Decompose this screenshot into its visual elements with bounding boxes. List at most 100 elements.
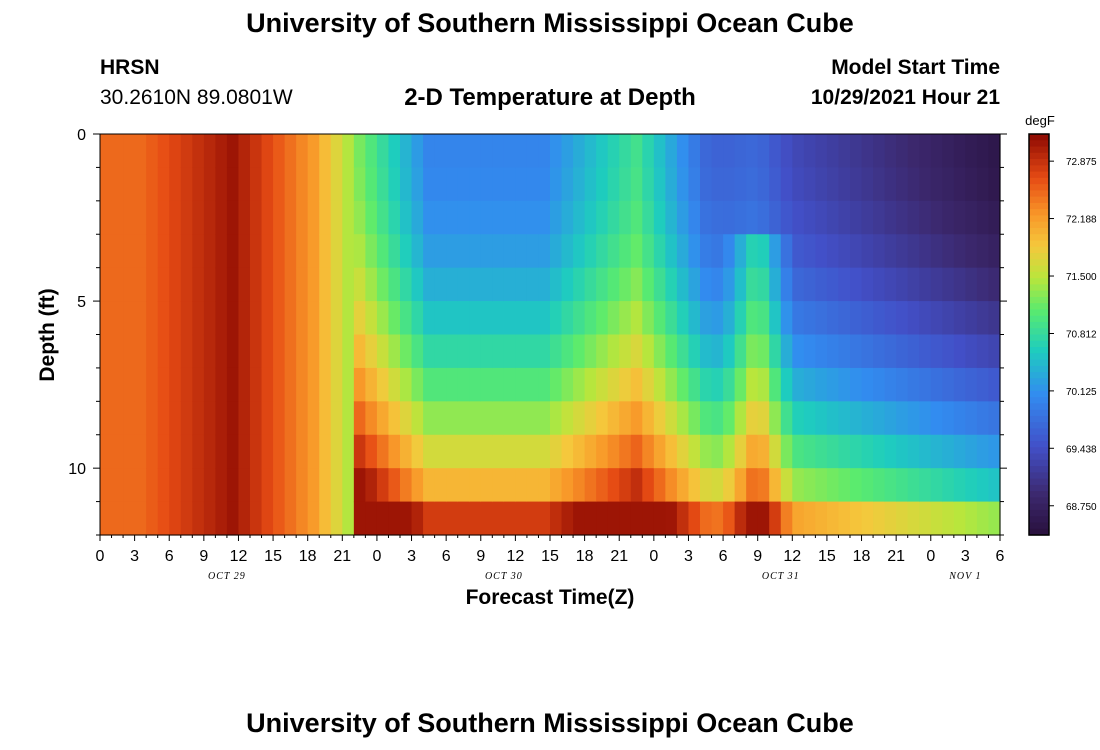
heatmap-cell [561, 367, 574, 402]
heatmap-cell [411, 267, 424, 302]
heatmap-cell [769, 267, 782, 302]
heatmap-cell [123, 434, 136, 469]
heatmap-cell [284, 200, 297, 235]
heatmap-cell [457, 301, 470, 336]
heatmap-cell [365, 234, 378, 269]
heatmap-cell [942, 468, 955, 503]
heatmap-cell [480, 501, 493, 536]
heatmap-cell [642, 234, 655, 269]
heatmap-cell [261, 468, 274, 503]
heatmap-cell [503, 468, 516, 503]
heatmap-cell [976, 501, 990, 536]
heatmap-cell [942, 434, 955, 469]
heatmap-cell [723, 267, 736, 302]
heatmap-cell [423, 434, 436, 469]
colorbar-swatch [1029, 271, 1049, 279]
heatmap-cell [273, 367, 286, 402]
heatmap-cell [884, 367, 897, 402]
heatmap-cell [976, 301, 990, 336]
x-tick-label: 9 [199, 548, 208, 565]
heatmap-cell [215, 167, 228, 202]
heatmap-cell [919, 267, 932, 302]
heatmap-cell [769, 468, 782, 503]
heatmap-cell [919, 234, 932, 269]
heatmap-cell [815, 468, 828, 503]
heatmap-cell [215, 401, 228, 436]
heatmap-cell [423, 367, 436, 402]
heatmap-cell [134, 468, 147, 503]
heatmap-cell [942, 367, 955, 402]
colorbar-swatch [1029, 221, 1049, 229]
heatmap-cell [619, 267, 632, 302]
heatmap-cell [826, 501, 840, 536]
heatmap-cell [538, 301, 551, 336]
colorbar-swatch [1029, 184, 1049, 191]
heatmap-cell [976, 234, 990, 269]
heatmap-cell [434, 501, 447, 536]
x-tick-label: 0 [372, 548, 381, 565]
heatmap-cell [192, 468, 205, 503]
heatmap-cell [884, 434, 897, 469]
heatmap-cell [988, 401, 1001, 436]
heatmap-cell [250, 234, 263, 269]
heatmap-cell [780, 134, 793, 169]
heatmap-cell [619, 301, 632, 336]
heatmap-cell [353, 200, 366, 235]
date-label: OCT 29 [208, 571, 246, 582]
heatmap-cell [526, 134, 540, 169]
heatmap-cell [100, 401, 113, 436]
heatmap-cell [169, 367, 182, 402]
heatmap-cell [538, 267, 551, 302]
heatmap-cell [538, 401, 551, 436]
heatmap-cell [988, 301, 1001, 336]
heatmap-cell [826, 134, 840, 169]
heatmap-cell [215, 200, 228, 235]
heatmap-cell [976, 167, 990, 202]
heatmap-cell [434, 401, 447, 436]
heatmap-cell [884, 501, 897, 536]
heatmap-cell [157, 167, 170, 202]
heatmap-cell [100, 134, 113, 169]
heatmap-cell [423, 401, 436, 436]
heatmap-cell [342, 234, 355, 269]
heatmap-cell [330, 434, 343, 469]
heatmap-cell [353, 367, 366, 402]
heatmap-cell [238, 267, 251, 302]
heatmap-cell [250, 434, 263, 469]
heatmap-cell [434, 200, 447, 235]
heatmap-cell [630, 234, 643, 269]
heatmap-cell [503, 267, 516, 302]
heatmap-cell [711, 234, 724, 269]
heatmap-cell [550, 367, 563, 402]
heatmap-cell [896, 434, 909, 469]
heatmap-cell [388, 501, 401, 536]
heatmap-cell [111, 434, 124, 469]
heatmap-cell [238, 134, 251, 169]
heatmap-cell [180, 434, 193, 469]
heatmap-cell [353, 334, 366, 369]
x-tick-label: 3 [961, 548, 970, 565]
heatmap-cell [250, 267, 263, 302]
colorbar-swatch [1029, 478, 1049, 486]
heatmap-cell [734, 367, 747, 402]
heatmap-cell [469, 401, 482, 436]
heatmap-cell [550, 267, 563, 302]
heatmap-cell [307, 267, 320, 302]
heatmap-cell [319, 401, 332, 436]
heatmap-cell [492, 167, 505, 202]
date-label: OCT 30 [485, 571, 523, 582]
heatmap-cell [838, 267, 851, 302]
heatmap-cell [653, 301, 666, 336]
heatmap-cell [676, 234, 690, 269]
heatmap-cell [365, 434, 378, 469]
heatmap-cell [238, 367, 251, 402]
heatmap-cell [538, 134, 551, 169]
colorbar: 72.875 72.188 71.500 70.812 70.125 69.438 68.7… [1028, 133, 1097, 536]
heatmap-cell [376, 334, 390, 369]
heatmap-cell [388, 434, 401, 469]
heatmap-cell [584, 234, 597, 269]
heatmap-cell [676, 468, 690, 503]
heatmap-cell [515, 167, 528, 202]
heatmap-cell [376, 301, 390, 336]
heatmap-cell [134, 401, 147, 436]
